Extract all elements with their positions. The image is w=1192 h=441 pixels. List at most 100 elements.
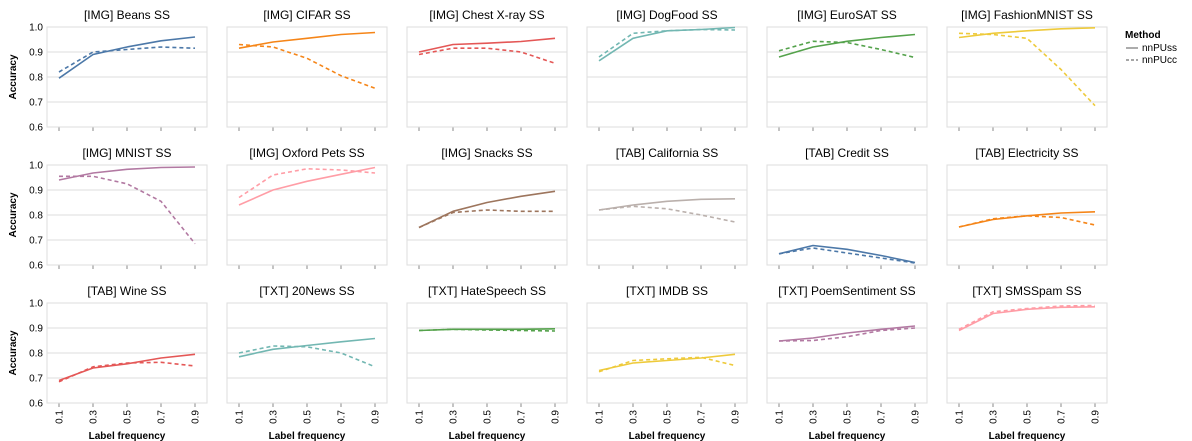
panel-frame — [46, 302, 208, 404]
x-tick-label: 0.1 — [595, 410, 606, 424]
legend-entry: nnPUss — [1142, 43, 1177, 54]
y-tick-label: 0.6 — [29, 123, 43, 134]
panel-7: [IMG] Oxford Pets SS — [226, 146, 388, 269]
series-line-nnPUcc — [598, 28, 736, 58]
x-tick-label: 0.3 — [809, 410, 820, 424]
x-axis-label: Label frequency — [269, 431, 346, 441]
series-line-nnPUcc — [238, 345, 376, 368]
y-tick-label: 0.6 — [29, 261, 43, 272]
y-tick-label: 1.0 — [29, 299, 43, 310]
x-tick-label: 0.9 — [371, 410, 382, 424]
series-line-nnPUss — [778, 33, 916, 58]
y-tick-label: 0.7 — [29, 98, 43, 109]
panel-title: [TAB] Wine SS — [87, 284, 166, 298]
series-line-nnPUcc — [59, 175, 196, 245]
series-line-nnPUcc — [778, 327, 916, 342]
y-tick-label: 0.8 — [29, 349, 43, 360]
panel-15: [TXT] IMDB SS 0.1 0.3 0.5 0.7 0.9 Label freque… — [586, 284, 748, 441]
panel-title: [IMG] FashionMNIST SS — [961, 8, 1093, 22]
x-tick-label: 0.1 — [415, 410, 426, 424]
series-line-nnPUss — [598, 353, 736, 372]
x-tick-label: 0.9 — [911, 410, 922, 424]
y-tick-label: 0.8 — [29, 211, 43, 222]
series-line-nnPUcc — [418, 47, 556, 65]
panel-frame — [406, 26, 568, 128]
x-tick-label: 0.7 — [877, 410, 888, 424]
x-axis-label: Label frequency — [809, 431, 886, 441]
x-tick-label: 0.5 — [843, 410, 854, 424]
panel-9: [TAB] California SS — [586, 146, 748, 269]
series-line-nnPUcc — [418, 209, 555, 229]
panel-frame — [766, 164, 928, 266]
series-line-nnPUss — [418, 37, 556, 53]
panel-title: [IMG] Snacks SS — [441, 146, 532, 160]
series-line-nnPUss — [598, 198, 736, 211]
panel-10: [TAB] Credit SS — [766, 146, 928, 269]
panel-frame — [406, 164, 568, 266]
panel-title: [TXT] IMDB SS — [626, 284, 708, 298]
x-tick-label: 0.5 — [663, 410, 674, 424]
x-tick-label: 0.3 — [989, 410, 1000, 424]
panel-title: [IMG] Beans SS — [84, 8, 170, 22]
series-line-nnPUcc — [58, 46, 196, 73]
y-axis-label: Accuracy — [8, 330, 19, 375]
x-tick-label: 0.9 — [1091, 410, 1102, 424]
series-line-nnPUss — [238, 31, 376, 49]
x-axis-label: Label frequency — [629, 431, 706, 441]
series-line-nnPUcc — [778, 40, 916, 59]
x-tick-label: 0.3 — [89, 410, 100, 424]
x-tick-label: 0.3 — [449, 410, 460, 424]
panel-title: [IMG] DogFood SS — [616, 8, 717, 22]
x-tick-label: 0.3 — [629, 410, 640, 424]
x-axis-label: Label frequency — [89, 431, 166, 441]
panel-title: [TAB] California SS — [616, 146, 718, 160]
panel-frame — [46, 164, 208, 266]
y-tick-label: 0.7 — [29, 374, 43, 385]
x-tick-label: 0.1 — [955, 410, 966, 424]
panel-6: [IMG] MNIST SS 0.6 0.7 0.8 0.9 1.0 Accuracy — [8, 146, 208, 272]
panel-13: [TXT] 20News SS 0.1 0.3 0.5 0.7 0.9 Label freq… — [226, 284, 388, 441]
series-line-nnPUss — [778, 325, 916, 342]
panel-16: [TXT] PoemSentiment SS 0.1 0.3 0.5 0.7 0.9 Lab… — [766, 284, 928, 441]
x-tick-label: 0.9 — [551, 410, 562, 424]
panel-title: [TAB] Credit SS — [805, 146, 889, 160]
x-tick-label: 0.7 — [1057, 410, 1068, 424]
x-tick-label: 0.1 — [55, 410, 66, 424]
y-tick-label: 0.7 — [29, 236, 43, 247]
y-tick-label: 0.6 — [29, 399, 43, 410]
x-tick-label: 0.1 — [775, 410, 786, 424]
panel-14: [TXT] HateSpeech SS 0.1 0.3 0.5 0.7 0.9 Label … — [406, 284, 568, 441]
series-line-nnPUcc — [958, 32, 1096, 107]
panel-frame — [586, 26, 748, 128]
series-line-nnPUcc — [58, 361, 196, 383]
x-tick-label: 0.5 — [123, 410, 134, 424]
series-line-nnPUss — [238, 166, 376, 206]
x-tick-label: 0.7 — [157, 410, 168, 424]
panel-title: [TXT] PoemSentiment SS — [778, 284, 915, 298]
panel-4: [IMG] EuroSAT SS — [766, 8, 928, 131]
panel-frame — [946, 302, 1108, 404]
panel-title: [IMG] CIFAR SS — [263, 8, 350, 22]
panel-0: [IMG] Beans SS 0.6 0.7 0.8 0.9 1.0 Accuracy — [8, 8, 208, 134]
panel-1: [IMG] CIFAR SS — [226, 8, 388, 131]
y-tick-label: 1.0 — [29, 23, 43, 34]
panel-title: [TXT] 20News SS — [259, 284, 354, 298]
panel-frame — [946, 164, 1108, 266]
panel-11: [TAB] Electricity SS — [946, 146, 1108, 269]
series-line-nnPUss — [778, 244, 916, 264]
panel-title: [IMG] EuroSAT SS — [797, 8, 897, 22]
y-axis-label: Accuracy — [8, 192, 19, 237]
panel-5: [IMG] FashionMNIST SS — [946, 8, 1108, 131]
series-line-nnPUss — [58, 353, 196, 382]
y-tick-label: 1.0 — [29, 161, 43, 172]
series-line-nnPUcc — [238, 168, 376, 199]
series-line-nnPUcc — [958, 215, 1096, 228]
panel-frame — [946, 26, 1108, 128]
series-line-nnPUss — [58, 166, 196, 181]
x-tick-label: 0.5 — [483, 410, 494, 424]
panel-8: [IMG] Snacks SS — [406, 146, 568, 269]
panel-frame — [766, 302, 928, 404]
y-tick-label: 0.9 — [29, 324, 43, 335]
panel-title: [IMG] MNIST SS — [82, 146, 171, 160]
